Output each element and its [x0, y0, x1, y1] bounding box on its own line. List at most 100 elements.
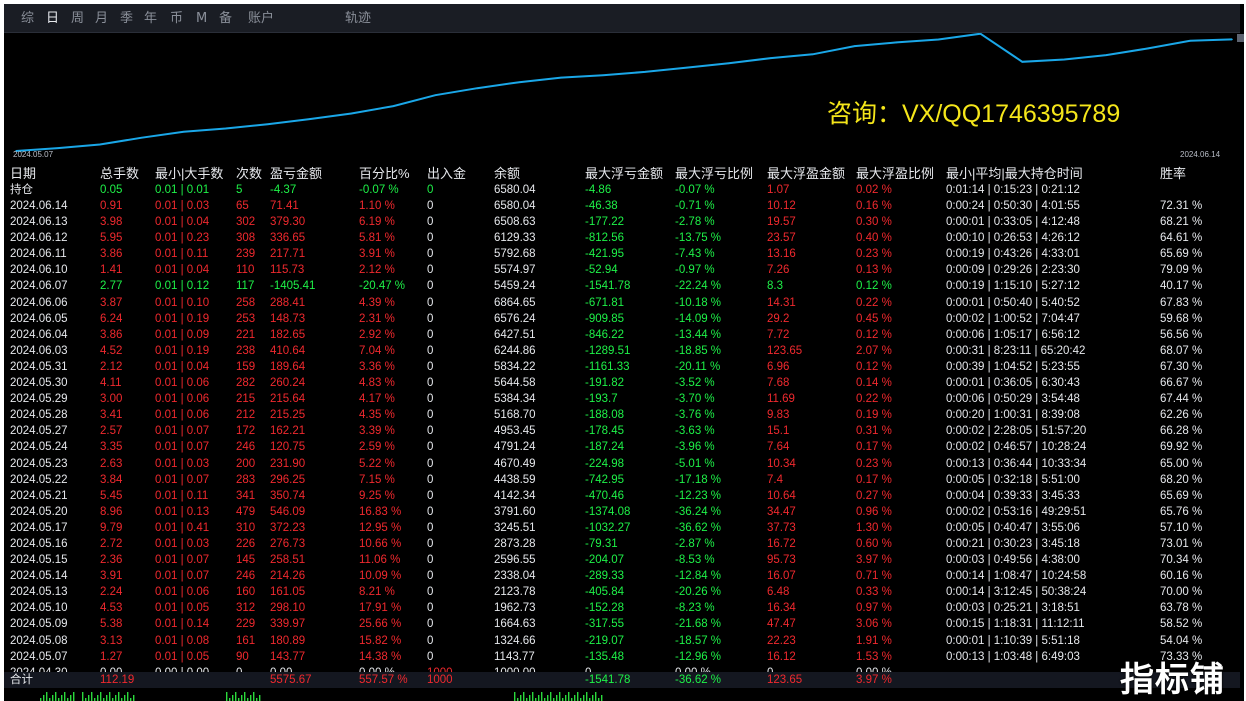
- tab-8[interactable]: 备: [219, 11, 233, 26]
- cell-col-8: -204.07: [585, 554, 625, 567]
- volume-bar-36: [244, 692, 246, 701]
- volume-bar-46: [526, 698, 528, 701]
- cell-col-13: 58.52 %: [1160, 618, 1203, 631]
- cell-col-10: 95.73: [767, 554, 796, 567]
- table-row: 2024.06.03 4.52 0.01 | 0.19 238 410.64 7.04 %…: [4, 343, 1240, 359]
- balance-point-11: [476, 87, 479, 89]
- cell-col-5: 3.36 %: [359, 360, 395, 373]
- tab-7[interactable]: M: [196, 11, 208, 26]
- cell-col-9: -22.24 %: [675, 280, 722, 293]
- cell-col-6: 0: [427, 184, 434, 196]
- volume-bar-61: [571, 698, 573, 701]
- cell-col-6: 出入金: [427, 166, 467, 181]
- cell-col-10: 47.47: [767, 618, 796, 631]
- cell-col-7: 5459.24: [494, 280, 536, 293]
- cell-col-0: 2024.05.09: [10, 618, 68, 631]
- cell-col-5: 3.39 %: [359, 425, 395, 438]
- cell-col-6: 0: [427, 216, 434, 229]
- volume-bar-59: [565, 695, 567, 701]
- cell-col-10: 6.48: [767, 586, 790, 599]
- cell-col-12: 0:00:03 | 0:25:21 | 3:18:51: [946, 602, 1080, 615]
- daily-report-table: 日期 总手数 最小|大手数 次数 盈亏金额 百分比% 出入金 余额 最大浮亏金额 最大浮亏比例 最大…: [4, 165, 1240, 686]
- balance-point-23: [979, 33, 982, 35]
- cell-col-4: 143.77: [270, 650, 306, 663]
- volume-bar-60: [568, 692, 570, 701]
- balance-point-6: [266, 123, 269, 126]
- cell-col-13: 66.67 %: [1160, 377, 1203, 390]
- scroll-handle[interactable]: [1237, 34, 1244, 42]
- cell-col-1: 6.24: [100, 312, 123, 325]
- cell-col-9: -8.23 %: [675, 602, 715, 615]
- cell-col-3: 308: [236, 232, 256, 245]
- cell-col-4: 162.21: [270, 425, 306, 438]
- tab-2[interactable]: 周: [71, 11, 85, 26]
- cell-col-11: 0.22 %: [856, 393, 892, 406]
- cell-col-5: 25.66 %: [359, 618, 402, 631]
- cell-col-0: 2024.05.21: [10, 489, 68, 502]
- cell-col-7: 6508.63: [494, 216, 536, 229]
- volume-bar-70: [598, 698, 600, 701]
- cell-col-7: 2873.28: [494, 537, 536, 550]
- cell-col-3: 258: [236, 296, 256, 309]
- cell-col-8: -1541.78: [585, 280, 631, 293]
- table-row: 2024.06.14 0.91 0.01 | 0.03 65 71.41 1.10 % 0 6…: [4, 198, 1240, 214]
- table-row: 2024.05.24 3.35 0.01 | 0.07 246 120.75 2.59 %…: [4, 439, 1240, 455]
- cell-col-6: 0: [427, 328, 434, 341]
- cell-col-9: -18.85 %: [675, 344, 722, 357]
- cell-col-12: 0:00:01 | 0:36:05 | 6:30:43: [946, 377, 1080, 390]
- cell-col-6: 0: [427, 200, 434, 212]
- tab-3[interactable]: 月: [95, 11, 109, 26]
- cell-col-12: 0:00:14 | 1:08:47 | 10:24:58: [946, 570, 1087, 583]
- volume-bar-51: [541, 692, 543, 701]
- cell-col-6: 0: [427, 360, 434, 373]
- cell-col-5: 4.17 %: [359, 393, 395, 406]
- cell-col-13: 62.26 %: [1160, 409, 1203, 422]
- cell-col-2: 0.01 | 0.12: [155, 280, 210, 293]
- cell-col-5: -20.47 %: [359, 280, 406, 293]
- volume-bar-19: [103, 698, 105, 701]
- cell-col-0: 2024.06.06: [10, 296, 68, 309]
- cell-col-1: 2.36: [100, 554, 123, 567]
- cell-col-9: -10.18 %: [675, 296, 722, 309]
- cell-col-1: 3.86: [100, 328, 123, 341]
- balance-point-21: [895, 41, 898, 44]
- volume-bar-34: [238, 698, 240, 701]
- cell-col-4: -4.37: [270, 184, 297, 196]
- tab-10[interactable]: 轨迹: [345, 11, 372, 26]
- cell-col-8: -470.46: [585, 489, 625, 502]
- tab-5[interactable]: 年: [144, 11, 158, 26]
- cell-col-10: 22.23: [767, 634, 796, 647]
- volume-bar-64: [580, 698, 582, 701]
- tab-4[interactable]: 季: [120, 11, 134, 26]
- balance-point-22: [937, 38, 940, 41]
- volume-bar-13: [85, 698, 87, 701]
- cell-col-5: 2.92 %: [359, 328, 395, 341]
- cell-col-0: 2024.05.28: [10, 409, 68, 422]
- cell-col-9: -5.01 %: [675, 457, 715, 470]
- cell-col-7: 1324.66: [494, 634, 536, 647]
- cell-col-9: -0.71 %: [675, 200, 715, 212]
- cell-col-2: 0.01 | 0.03: [155, 457, 210, 470]
- cell-col-5: 10.66 %: [359, 537, 402, 550]
- tab-0[interactable]: 综: [21, 11, 35, 26]
- cell-col-10: 34.47: [767, 505, 796, 518]
- cell-col-8: -1161.33: [585, 360, 630, 373]
- cell-col-9: -17.18 %: [675, 473, 722, 486]
- cell-col-5: 5.81 %: [359, 232, 395, 245]
- cell-col-11: 3.06 %: [856, 618, 892, 631]
- cell-col-8: -405.84: [585, 586, 625, 599]
- cell-col-2: 0.01 | 0.03: [155, 200, 210, 212]
- tab-6[interactable]: 币: [170, 11, 184, 26]
- volume-bar-40: [256, 698, 258, 701]
- cell-col-13: 胜率: [1160, 166, 1187, 181]
- cell-col-3: 145: [236, 554, 256, 567]
- table-row: 2024.05.22 3.84 0.01 | 0.07 283 296.25 7.15 %…: [4, 472, 1240, 488]
- balance-point-2: [99, 143, 101, 146]
- cell-col-5: 10.09 %: [359, 570, 402, 583]
- cell-col-2: 0.01 | 0.07: [155, 570, 210, 583]
- table-row: 2024.06.12 5.95 0.01 | 0.23 308 336.65 5.81 %…: [4, 230, 1240, 246]
- tab-9[interactable]: 账户: [248, 11, 275, 26]
- tab-1[interactable]: 日: [46, 11, 60, 26]
- cell-col-2: 0.01 | 0.11: [155, 489, 209, 502]
- cell-col-7: 1962.73: [494, 602, 536, 615]
